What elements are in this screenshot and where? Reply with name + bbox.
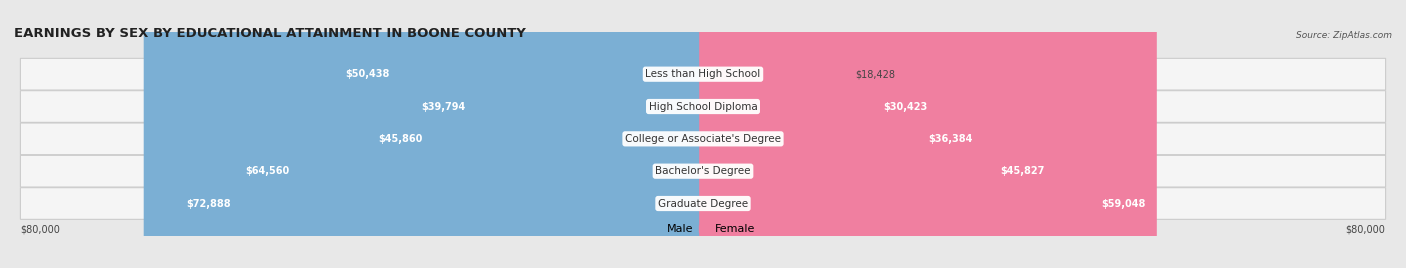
FancyBboxPatch shape [21, 58, 1385, 90]
Text: $45,827: $45,827 [1000, 166, 1045, 176]
FancyBboxPatch shape [143, 0, 707, 268]
FancyBboxPatch shape [699, 0, 939, 268]
Text: $45,860: $45,860 [378, 134, 422, 144]
Text: $36,384: $36,384 [928, 134, 973, 144]
FancyBboxPatch shape [699, 0, 1157, 268]
FancyBboxPatch shape [396, 0, 707, 268]
Text: $72,888: $72,888 [187, 199, 231, 209]
Text: $80,000: $80,000 [21, 225, 60, 234]
Text: Graduate Degree: Graduate Degree [658, 199, 748, 209]
Text: Bachelor's Degree: Bachelor's Degree [655, 166, 751, 176]
FancyBboxPatch shape [699, 0, 848, 268]
Text: Source: ZipAtlas.com: Source: ZipAtlas.com [1296, 31, 1392, 40]
FancyBboxPatch shape [21, 91, 1385, 122]
FancyBboxPatch shape [21, 155, 1385, 187]
Text: Less than High School: Less than High School [645, 69, 761, 79]
FancyBboxPatch shape [350, 0, 707, 268]
Text: $30,423: $30,423 [883, 102, 927, 111]
FancyBboxPatch shape [21, 188, 1385, 219]
Text: $18,428: $18,428 [855, 69, 894, 79]
FancyBboxPatch shape [207, 0, 707, 268]
Text: $80,000: $80,000 [1346, 225, 1385, 234]
FancyBboxPatch shape [21, 123, 1385, 155]
Text: $39,794: $39,794 [420, 102, 465, 111]
FancyBboxPatch shape [699, 0, 1056, 268]
Text: $64,560: $64,560 [246, 166, 290, 176]
Text: $50,438: $50,438 [346, 69, 389, 79]
FancyBboxPatch shape [699, 0, 984, 268]
Text: EARNINGS BY SEX BY EDUCATIONAL ATTAINMENT IN BOONE COUNTY: EARNINGS BY SEX BY EDUCATIONAL ATTAINMEN… [14, 27, 526, 40]
Text: College or Associate's Degree: College or Associate's Degree [626, 134, 780, 144]
Text: High School Diploma: High School Diploma [648, 102, 758, 111]
Text: $59,048: $59,048 [1101, 199, 1146, 209]
Legend: Male, Female: Male, Female [651, 224, 755, 234]
FancyBboxPatch shape [315, 0, 707, 268]
